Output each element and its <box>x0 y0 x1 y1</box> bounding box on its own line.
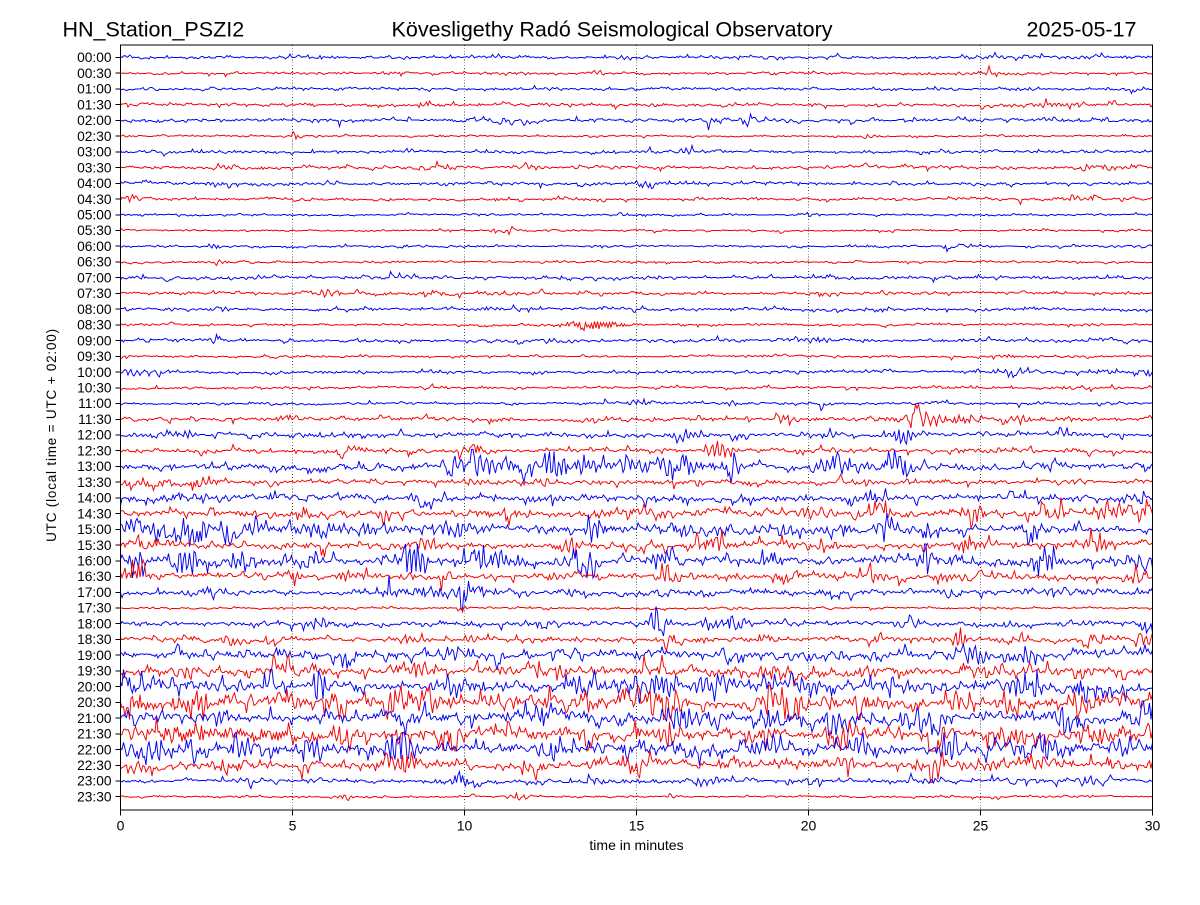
svg-text:time in minutes: time in minutes <box>589 837 683 853</box>
svg-text:25: 25 <box>973 818 989 834</box>
svg-text:HN_Station_PSZI2: HN_Station_PSZI2 <box>63 18 245 42</box>
svg-text:01:00: 01:00 <box>77 82 112 97</box>
svg-text:02:30: 02:30 <box>77 129 112 144</box>
svg-text:11:30: 11:30 <box>78 412 112 427</box>
svg-text:07:00: 07:00 <box>77 271 112 286</box>
svg-text:03:00: 03:00 <box>77 145 112 160</box>
svg-text:12:30: 12:30 <box>77 444 112 459</box>
svg-text:22:00: 22:00 <box>77 743 112 758</box>
svg-text:00:30: 00:30 <box>77 66 112 81</box>
svg-text:19:00: 19:00 <box>77 648 112 663</box>
svg-text:13:00: 13:00 <box>77 459 112 474</box>
svg-text:2025-05-17: 2025-05-17 <box>1027 18 1137 42</box>
svg-text:23:00: 23:00 <box>77 774 112 789</box>
svg-text:16:00: 16:00 <box>77 554 112 569</box>
svg-text:21:30: 21:30 <box>77 727 112 742</box>
svg-text:06:30: 06:30 <box>77 255 112 270</box>
svg-text:08:30: 08:30 <box>77 318 112 333</box>
svg-text:09:30: 09:30 <box>77 349 112 364</box>
svg-text:13:30: 13:30 <box>77 475 112 490</box>
svg-text:10:00: 10:00 <box>77 365 112 380</box>
svg-text:0: 0 <box>117 818 125 834</box>
svg-text:Kövesligethy Radó Seismologica: Kövesligethy Radó Seismological Observat… <box>392 18 833 42</box>
svg-text:00:00: 00:00 <box>77 50 112 65</box>
svg-text:05:30: 05:30 <box>77 223 112 238</box>
svg-text:07:30: 07:30 <box>77 286 112 301</box>
svg-text:5: 5 <box>289 818 297 834</box>
svg-text:04:30: 04:30 <box>77 192 112 207</box>
svg-text:17:00: 17:00 <box>77 585 112 600</box>
svg-text:21:00: 21:00 <box>77 711 112 726</box>
svg-text:20: 20 <box>801 818 817 834</box>
svg-text:14:00: 14:00 <box>77 491 112 506</box>
svg-text:20:30: 20:30 <box>77 695 112 710</box>
svg-text:01:30: 01:30 <box>77 98 112 113</box>
svg-text:10: 10 <box>457 818 473 834</box>
svg-text:17:30: 17:30 <box>77 601 112 616</box>
svg-text:23:30: 23:30 <box>77 790 112 805</box>
svg-text:09:00: 09:00 <box>77 334 112 349</box>
svg-text:30: 30 <box>1145 818 1161 834</box>
svg-text:08:00: 08:00 <box>77 302 112 317</box>
svg-text:16:30: 16:30 <box>77 569 112 584</box>
svg-text:18:00: 18:00 <box>77 617 112 632</box>
svg-text:05:00: 05:00 <box>77 208 112 223</box>
svg-text:22:30: 22:30 <box>77 758 112 773</box>
svg-text:03:30: 03:30 <box>77 161 112 176</box>
svg-text:15:00: 15:00 <box>77 522 112 537</box>
svg-text:02:00: 02:00 <box>77 113 112 128</box>
svg-text:20:00: 20:00 <box>77 680 112 695</box>
svg-text:19:30: 19:30 <box>77 664 112 679</box>
svg-text:06:00: 06:00 <box>77 239 112 254</box>
svg-text:18:30: 18:30 <box>77 632 112 647</box>
svg-text:11:00: 11:00 <box>78 396 112 411</box>
svg-text:04:00: 04:00 <box>77 176 112 191</box>
svg-text:15:30: 15:30 <box>77 538 112 553</box>
svg-text:15: 15 <box>629 818 645 834</box>
svg-text:14:30: 14:30 <box>77 507 112 522</box>
svg-text:12:00: 12:00 <box>77 428 112 443</box>
svg-text:10:30: 10:30 <box>77 381 112 396</box>
svg-text:UTC (local time = UTC + 02:00): UTC (local time = UTC + 02:00) <box>44 328 59 542</box>
